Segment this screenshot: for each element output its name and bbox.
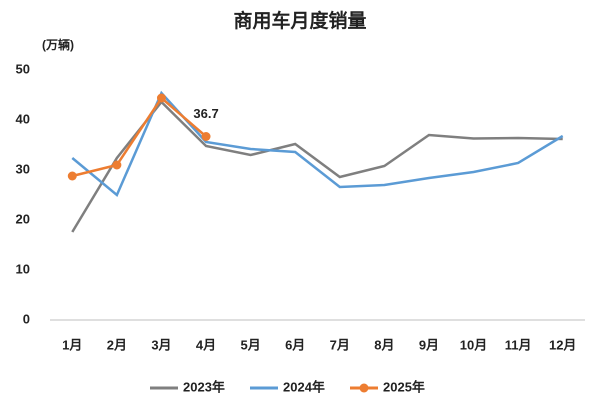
- x-tick-label: 12月: [549, 337, 576, 352]
- point-marker: [112, 160, 122, 170]
- point-marker: [67, 171, 77, 181]
- y-tick-label: 0: [23, 311, 30, 326]
- y-axis-label: (万辆): [42, 37, 74, 52]
- x-tick-label: 6月: [285, 337, 305, 352]
- x-tick-label: 3月: [151, 337, 171, 352]
- x-tick-label: 10月: [460, 337, 487, 352]
- legend-label: 2025年: [383, 379, 425, 394]
- x-tick-label: 1月: [62, 337, 82, 352]
- x-tick-label: 7月: [330, 337, 350, 352]
- legend-label: 2024年: [283, 379, 325, 394]
- series-line: [71, 96, 207, 178]
- x-tick-label: 5月: [241, 337, 261, 352]
- y-tick-label: 30: [16, 161, 30, 176]
- legend-label: 2023年: [183, 379, 225, 394]
- point-marker: [201, 132, 211, 141]
- x-tick-label: 4月: [196, 337, 216, 352]
- y-tick-label: 20: [16, 211, 30, 226]
- y-tick-label: 50: [16, 61, 30, 76]
- x-tick-label: 9月: [419, 337, 439, 352]
- y-tick-label: 10: [16, 261, 30, 276]
- data-label: 36.7: [193, 106, 218, 121]
- y-tick-label: 40: [16, 111, 30, 126]
- legend-marker: [359, 383, 369, 393]
- chart-title: 商用车月度销量: [233, 9, 366, 32]
- x-tick-label: 11月: [505, 337, 532, 352]
- x-tick-label: 2月: [107, 337, 127, 352]
- point-marker: [156, 93, 166, 103]
- series-line: [71, 90, 564, 198]
- x-tick-label: 8月: [374, 337, 394, 352]
